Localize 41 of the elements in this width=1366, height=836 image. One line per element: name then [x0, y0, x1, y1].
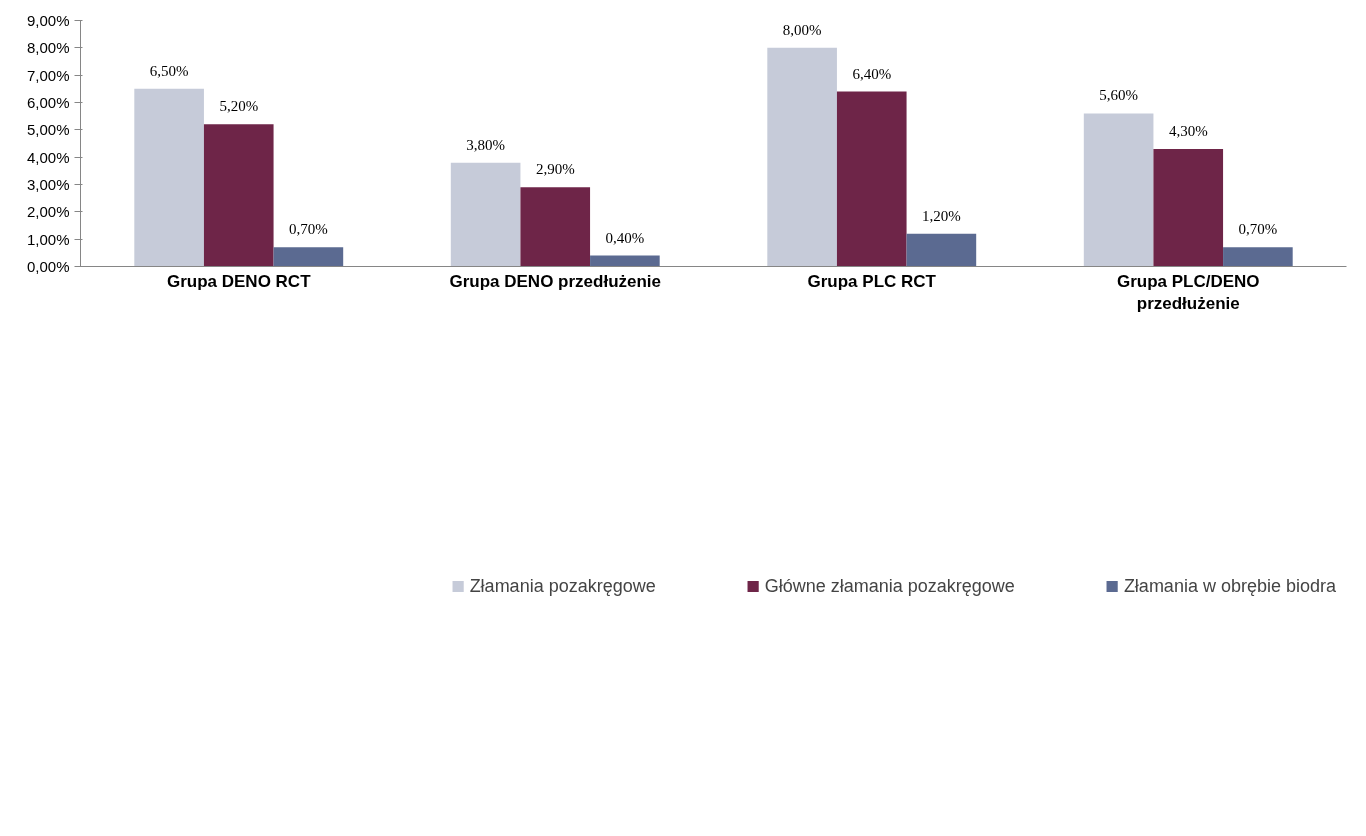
- y-tick-label: 8,00%: [26, 39, 70, 57]
- data-label: 6,40%: [852, 65, 892, 82]
- legend-label: Złamania pozakręgowe: [469, 575, 656, 597]
- data-label: 0,70%: [289, 221, 328, 238]
- x-tick-label: Grupa PLC RCT: [807, 271, 937, 291]
- y-tick-label: 3,00%: [26, 176, 70, 193]
- data-label: 4,30%: [1168, 122, 1208, 139]
- bar: [836, 91, 907, 267]
- data-label: 5,60%: [1099, 87, 1138, 104]
- data-label: 0,70%: [1238, 221, 1278, 238]
- data-label: 3,80%: [466, 136, 505, 153]
- x-tick-label: Grupa PLC/DENO przedłużenie: [1116, 271, 1260, 314]
- y-tick-label: 4,00%: [26, 148, 70, 166]
- y-tick-label: 0,00%: [26, 258, 70, 275]
- bar: [134, 88, 204, 267]
- legend-label: Główne złamania pozakręgowe: [764, 575, 1015, 597]
- bar: [906, 233, 977, 267]
- bar: [273, 247, 344, 267]
- y-tick-label: 5,00%: [26, 121, 70, 139]
- bar: [767, 47, 837, 267]
- bar: [1153, 148, 1224, 267]
- bar: [590, 255, 660, 267]
- legend-label: Złamania w obrębie biodra: [1123, 575, 1336, 597]
- y-tick-label: 2,00%: [26, 203, 70, 221]
- bar: [1223, 247, 1293, 267]
- y-tick-label: 9,00%: [26, 12, 70, 29]
- bar: [203, 124, 274, 267]
- data-label: 5,20%: [219, 98, 259, 115]
- data-label: 1,20%: [922, 207, 961, 224]
- bar: [1083, 113, 1154, 267]
- data-label: 6,50%: [149, 62, 189, 79]
- y-tick-label: 6,00%: [26, 94, 70, 111]
- data-label: 0,40%: [605, 229, 645, 246]
- x-tick-label: Grupa DENO przedłużenie: [449, 271, 662, 291]
- bar: [520, 187, 591, 267]
- x-tick-label: Grupa DENO RCT: [166, 271, 312, 291]
- data-label: 8,00%: [782, 21, 822, 38]
- bar: [450, 162, 521, 267]
- y-tick-label: 7,00%: [26, 66, 70, 84]
- y-tick-label: 1,00%: [26, 230, 70, 248]
- data-label: 2,90%: [535, 161, 575, 178]
